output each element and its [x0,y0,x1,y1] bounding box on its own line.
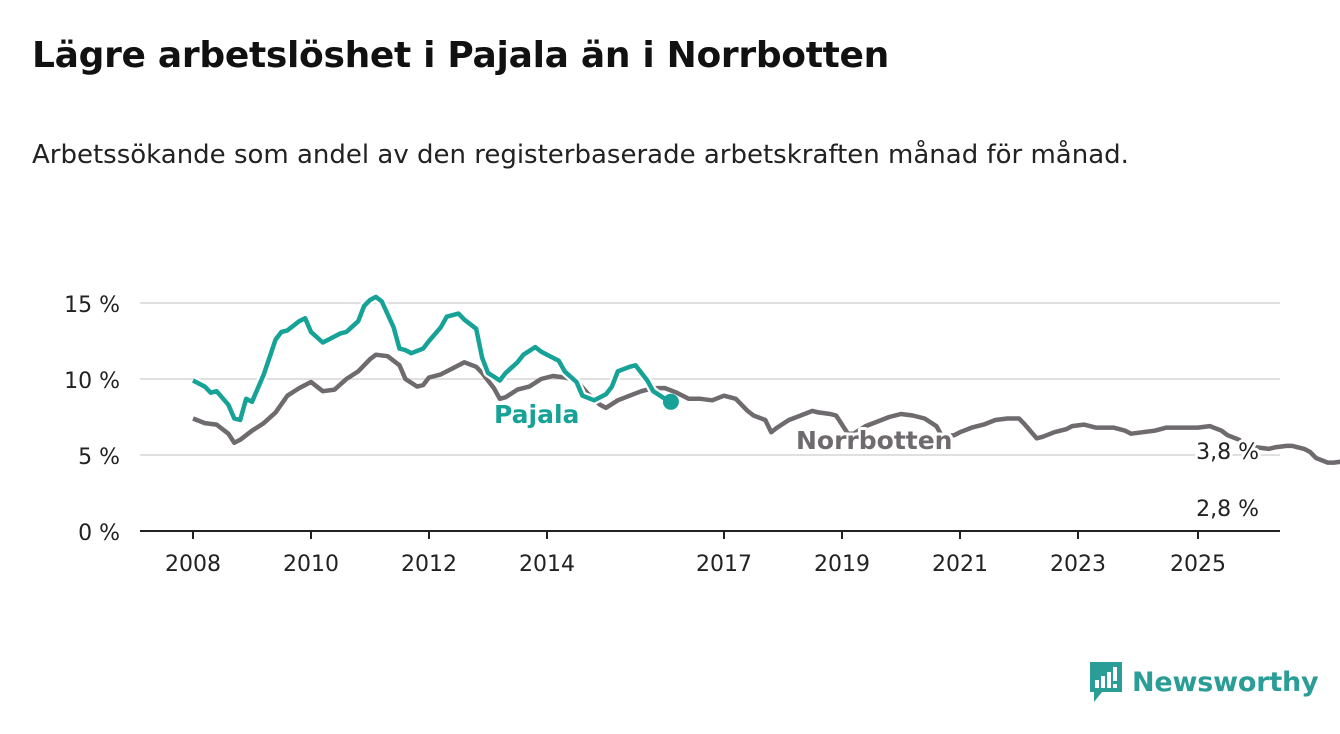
x-tick-label: 2021 [932,552,988,577]
x-tick-label: 2017 [696,552,752,577]
y-tick-label: 0 % [78,521,120,546]
newsworthy-logo: Newsworthy [1088,660,1319,704]
chart-subtitle: Arbetssökande som andel av den registerb… [32,140,1129,170]
x-tick-label: 2025 [1170,552,1226,577]
x-tick-label: 2012 [401,552,457,577]
brand-name: Newsworthy [1132,666,1319,698]
x-tick-label: 2019 [814,552,870,577]
series-labels: Pajala Norrbotten 3,8 % 2,8 % [491,397,1262,525]
x-tick-label: 2010 [283,552,339,577]
norrbotten-series-label: Norrbotten [796,426,952,455]
y-tick-label: 10 % [64,369,120,394]
pajala-end-point [662,393,679,410]
pajala-line [191,294,672,423]
y-gridlines [140,302,1280,456]
pajala-end-value: 2,8 % [1196,497,1259,522]
norrbotten-line [192,352,1340,465]
x-tick-label: 2008 [165,552,221,577]
x-tick-label: 2023 [1050,552,1106,577]
y-tick-label: 15 % [64,293,120,318]
x-tick-label: 2014 [519,552,575,577]
pajala-series-label: Pajala [494,400,579,429]
y-axis-tick-labels: 0 % 5 % 10 % 15 % [64,293,120,546]
series-lines [190,292,1340,465]
x-axis: 2008 2010 2012 2014 2017 2019 2021 2023 2025 [140,530,1280,577]
chart-title: Lägre arbetslöshet i Pajala än i Norrbot… [32,35,890,76]
y-tick-label: 5 % [78,445,120,470]
pajala-line-halo [190,292,673,425]
newsworthy-logo-icon [1090,662,1122,702]
norrbotten-end-value: 3,8 % [1196,440,1259,465]
